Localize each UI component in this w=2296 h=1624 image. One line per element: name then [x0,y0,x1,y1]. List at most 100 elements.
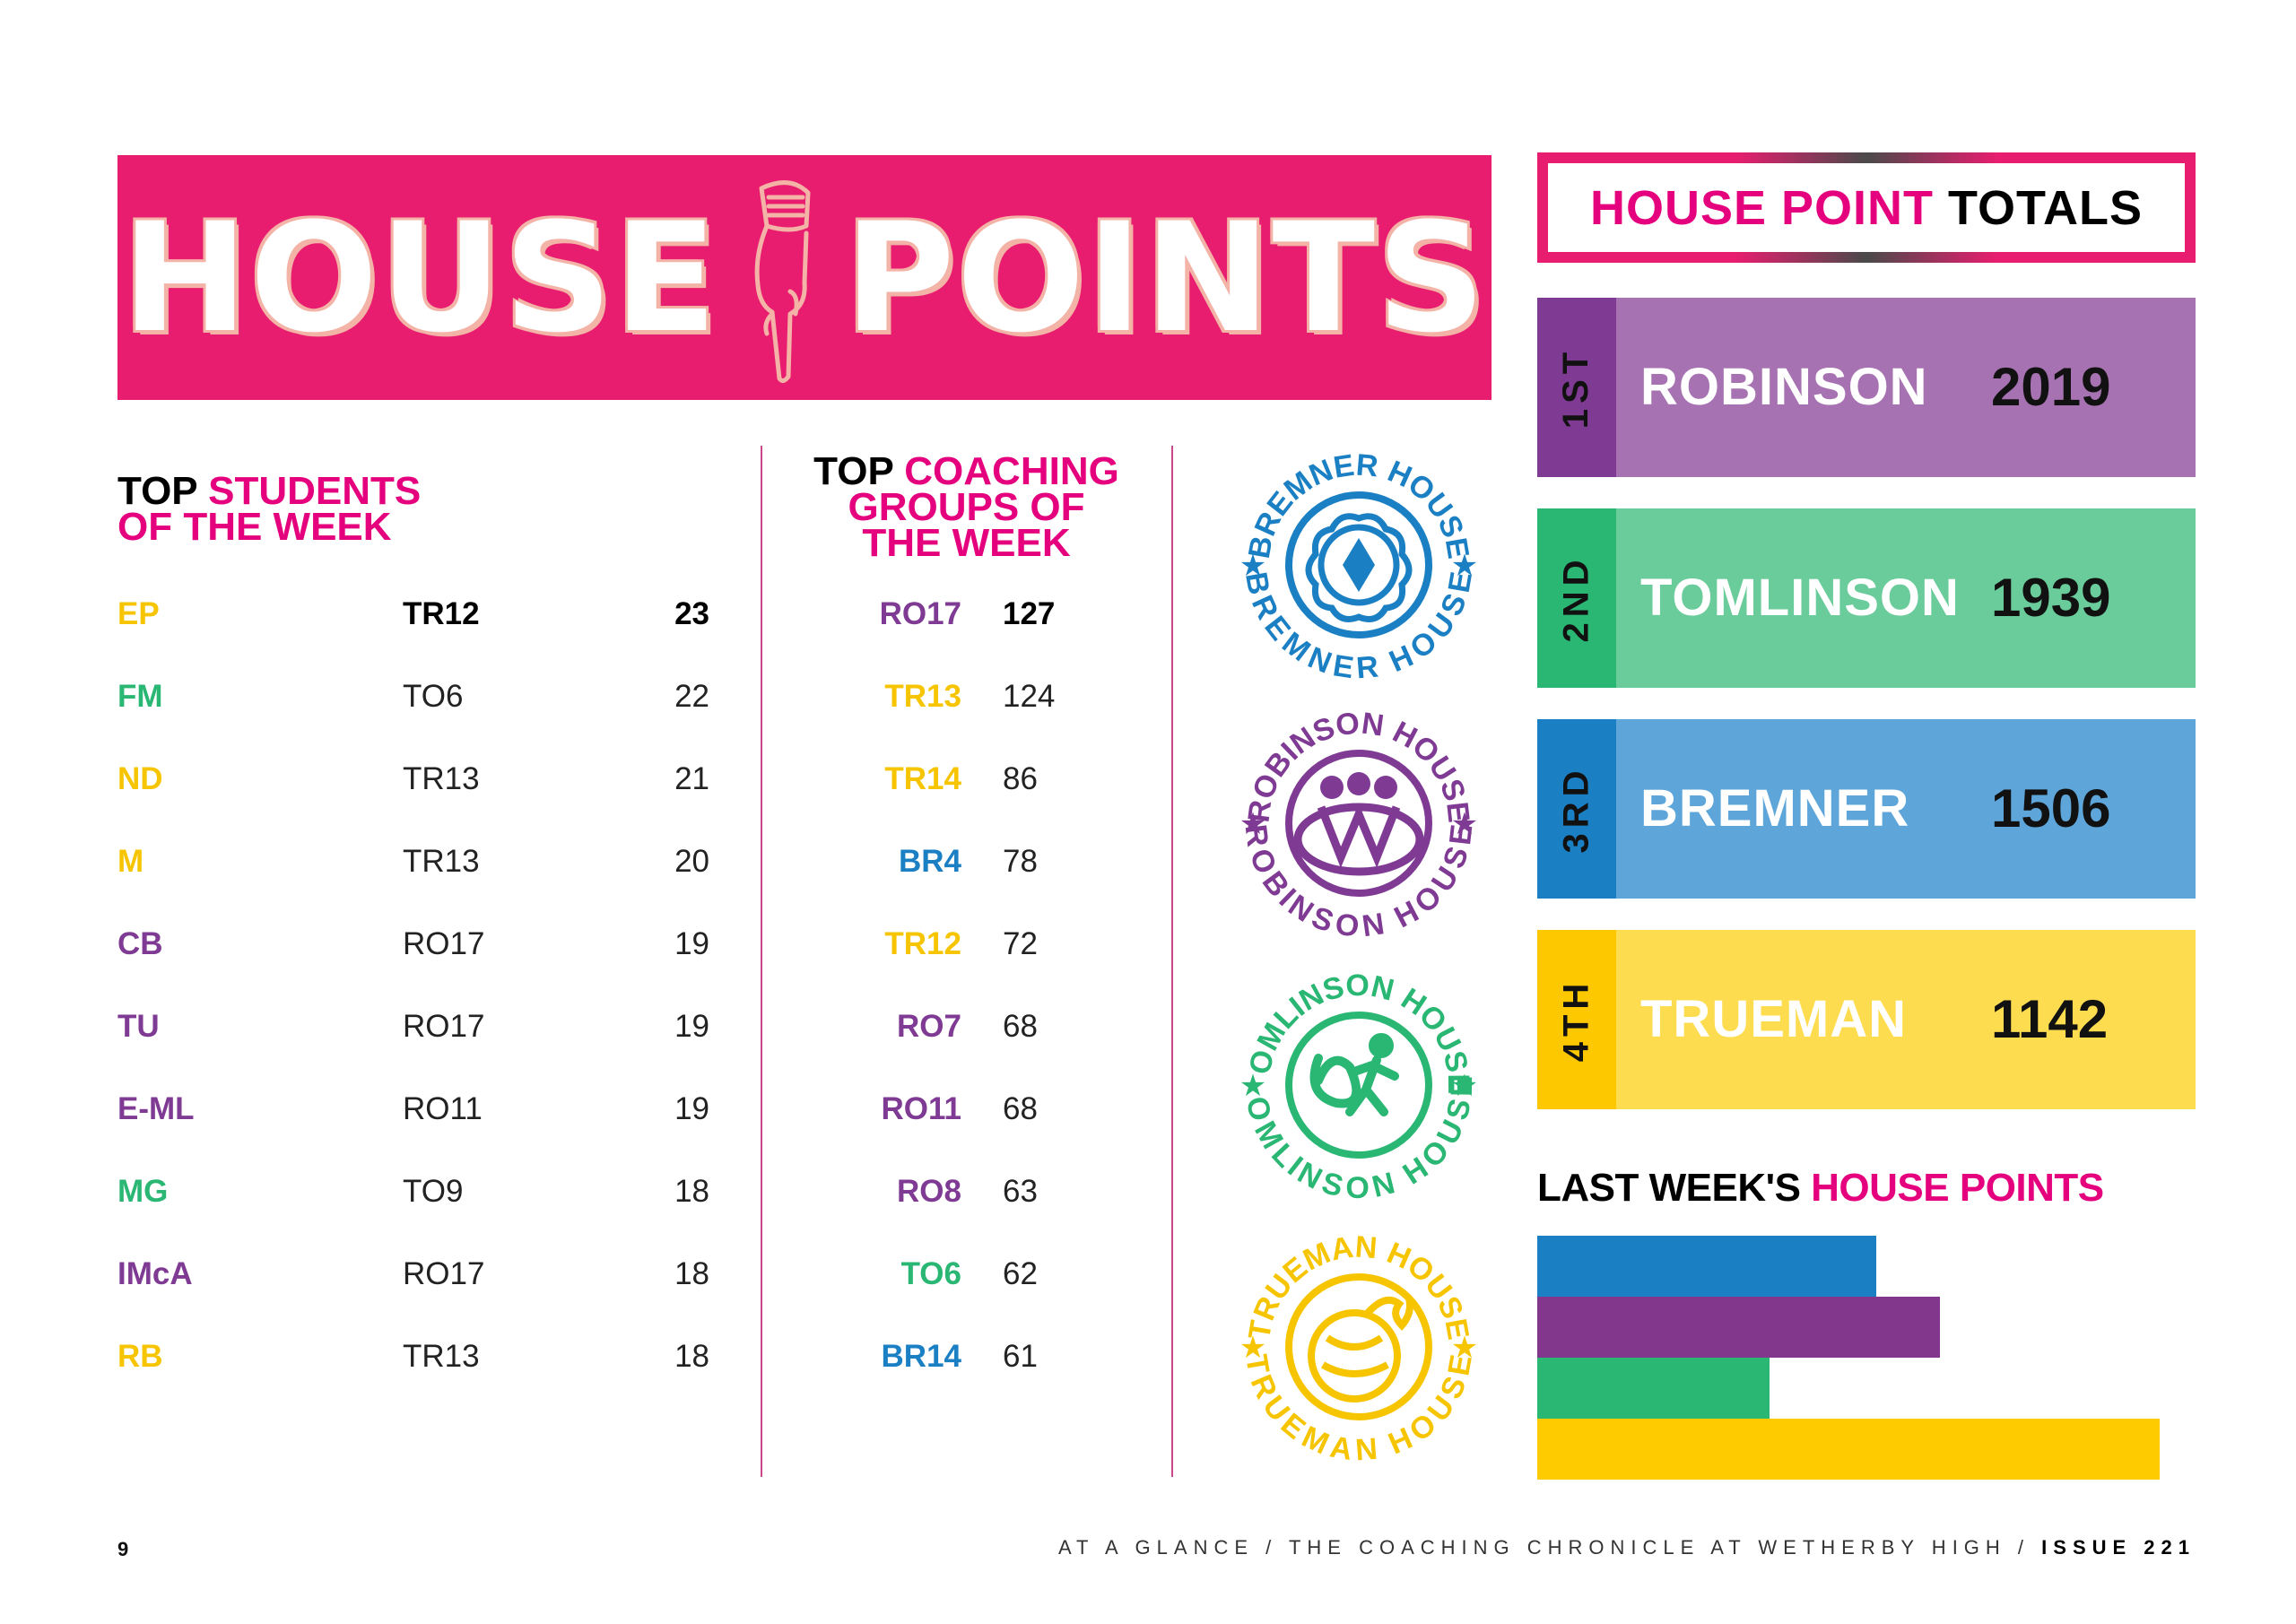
student-group: TR13 [403,761,480,796]
rank-house-name: TOMLINSON [1640,569,1960,627]
star-icon: ★ [1239,1069,1266,1103]
group-code: BR14 [881,1339,961,1374]
student-points: 19 [674,926,709,961]
group-code: RO7 [897,1009,961,1044]
student-initials: CB [117,926,163,961]
group-code: RO17 [879,596,961,631]
star-icon: ★ [1239,549,1266,583]
badge-ring [1285,1273,1432,1420]
student-initials: EP [117,596,160,631]
house-total-robinson: 1ST ROBINSON 2019 [1537,298,2196,477]
house-total-bremner: 3RD BREMNER 1506 [1537,719,2196,899]
top-students-heading: TOP STUDENTS OF THE WEEK [117,472,421,547]
student-row: M TR13 20 [117,835,709,917]
student-group: TO6 [403,679,464,714]
group-code: TR13 [884,679,961,714]
coaching-group-row: BR14 61 [807,1330,1130,1412]
footer-issue: ISSUE 221 [2041,1536,2196,1559]
flaming-ball-icon [1308,1296,1413,1403]
student-initials: MG [117,1174,169,1209]
heading-word-coaching: COACHING [904,449,1119,493]
last-week-bar-tomlinson [1537,1358,1770,1419]
house-points-banner: HOUSE POINTS [117,155,1492,400]
student-initials: ND [117,761,163,796]
student-row: E-ML RO11 19 [117,1082,709,1165]
rank-tab: 2ND [1537,508,1616,688]
student-row: FM TO6 22 [117,670,709,752]
student-points: 23 [674,596,709,631]
house-point-totals-title: HOUSE POINT TOTALS [1537,152,2196,263]
last-week-heading: LAST WEEK'S HOUSE POINTS [1537,1166,2104,1211]
page-number: 9 [117,1538,129,1560]
star-icon: ★ [1451,1069,1478,1103]
star-icon: ★ [1451,1331,1478,1365]
coaching-group-row: TR12 72 [807,917,1130,1000]
coaching-group-row: RO11 68 [807,1082,1130,1165]
student-points: 19 [674,1009,709,1044]
student-row: EP TR12 23 [117,587,709,670]
student-group: RO11 [403,1091,483,1126]
people-group-icon [1293,772,1424,876]
rank-place: 1ST [1556,346,1596,429]
group-code: TR12 [884,926,961,961]
coaching-group-row: TO6 62 [807,1247,1130,1330]
student-points: 21 [674,761,709,796]
student-group: TR12 [403,596,480,631]
student-initials: FM [117,679,163,714]
group-points: 72 [1003,926,1038,961]
badge-ring [1285,1012,1432,1159]
heading-word-students: STUDENTS [208,469,422,513]
heading-line-the-week: THE WEEK [862,521,1071,565]
rank-place: 4TH [1556,977,1596,1062]
coaching-group-row: BR4 78 [807,835,1130,917]
student-points: 19 [674,1091,709,1126]
tomlinson-house-badge: TOMLINSON HOUSETOMLINSON HOUSE★★ [1233,960,1479,1205]
group-points: 61 [1003,1339,1038,1374]
badge-ring [1285,750,1432,897]
student-initials: M [117,844,144,879]
star-icon: ★ [1239,807,1266,841]
student-row: IMcA RO17 18 [117,1247,709,1330]
student-row: CB RO17 19 [117,917,709,1000]
student-group: TR13 [403,844,480,879]
badge-ring [1285,491,1432,638]
group-code: RO8 [897,1174,961,1209]
group-code: BR4 [898,844,961,879]
top-coaching-groups-table: RO17 127 TR13 124 TR14 86 BR4 78 TR12 72 RO7 68 RO11… [807,587,1130,1412]
column-divider [1171,446,1173,1477]
group-points: 127 [1003,596,1056,631]
last-week-bar-chart [1537,1236,2196,1480]
group-points: 68 [1003,1009,1038,1044]
student-row: ND TR13 21 [117,752,709,835]
rank-house-name: TRUEMAN [1640,990,1907,1048]
group-code: TO6 [900,1256,961,1291]
coaching-group-row: RO8 63 [807,1165,1130,1247]
star-icon: ★ [1451,549,1478,583]
rank-place: 2ND [1556,553,1596,643]
last-week-bar-trueman [1537,1419,2160,1480]
student-points: 20 [674,844,709,879]
heading-word-top: TOP [117,469,197,513]
banner-title-points: POINTS [844,189,1488,366]
rank-house-name: ROBINSON [1640,358,1928,416]
student-row: MG TO9 18 [117,1165,709,1247]
totals-title-black: TOTALS [1948,180,2144,235]
runner-icon [1309,1033,1399,1116]
group-points: 124 [1003,679,1056,714]
star-icon: ★ [1239,1331,1266,1365]
group-points: 68 [1003,1091,1038,1126]
badge-name-bottom: ROBINSON HOUSE [1238,822,1479,943]
group-points: 86 [1003,761,1038,796]
student-group: TR13 [403,1339,480,1374]
star-icon: ★ [1451,807,1478,841]
house-total-tomlinson: 2ND TOMLINSON 1939 [1537,508,2196,688]
coaching-group-row: TR14 86 [807,752,1130,835]
rank-score: 1939 [1991,568,2111,628]
coaching-group-row: TR13 124 [807,670,1130,752]
rank-score: 1142 [1991,989,2109,1049]
student-points: 18 [674,1256,709,1291]
footer-text: AT A GLANCE / THE COACHING CHRONICLE AT … [1058,1536,2031,1559]
group-code: RO11 [881,1091,962,1126]
